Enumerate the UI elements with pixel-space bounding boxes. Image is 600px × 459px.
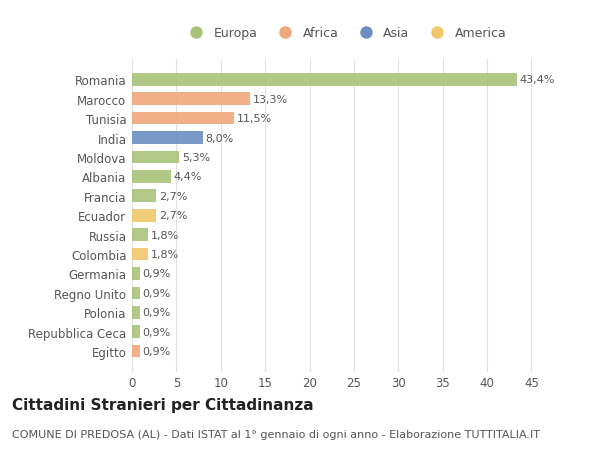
Text: 0,9%: 0,9% <box>143 327 171 337</box>
Bar <box>132 345 140 358</box>
Legend: Europa, Africa, Asia, America: Europa, Africa, Asia, America <box>179 22 511 45</box>
Bar <box>132 151 179 164</box>
Text: COMUNE DI PREDOSA (AL) - Dati ISTAT al 1° gennaio di ogni anno - Elaborazione TU: COMUNE DI PREDOSA (AL) - Dati ISTAT al 1… <box>12 429 540 439</box>
Text: 5,3%: 5,3% <box>182 153 210 162</box>
Bar <box>132 112 234 125</box>
Text: Cittadini Stranieri per Cittadinanza: Cittadini Stranieri per Cittadinanza <box>12 397 314 412</box>
Bar <box>132 171 171 183</box>
Text: 0,9%: 0,9% <box>143 288 171 298</box>
Text: 11,5%: 11,5% <box>237 114 272 124</box>
Bar <box>132 93 250 106</box>
Text: 0,9%: 0,9% <box>143 308 171 318</box>
Bar <box>132 229 148 241</box>
Bar <box>132 209 156 222</box>
Bar <box>132 306 140 319</box>
Text: 1,8%: 1,8% <box>151 230 179 240</box>
Bar <box>132 248 148 261</box>
Text: 8,0%: 8,0% <box>206 133 234 143</box>
Text: 0,9%: 0,9% <box>143 269 171 279</box>
Bar <box>132 287 140 300</box>
Bar <box>132 74 517 86</box>
Bar <box>132 190 156 203</box>
Bar <box>132 132 203 145</box>
Text: 2,7%: 2,7% <box>158 191 187 202</box>
Bar <box>132 325 140 338</box>
Text: 4,4%: 4,4% <box>174 172 202 182</box>
Text: 2,7%: 2,7% <box>158 211 187 221</box>
Text: 43,4%: 43,4% <box>520 75 555 85</box>
Bar <box>132 268 140 280</box>
Text: 1,8%: 1,8% <box>151 250 179 259</box>
Text: 13,3%: 13,3% <box>253 95 288 105</box>
Text: 0,9%: 0,9% <box>143 347 171 356</box>
